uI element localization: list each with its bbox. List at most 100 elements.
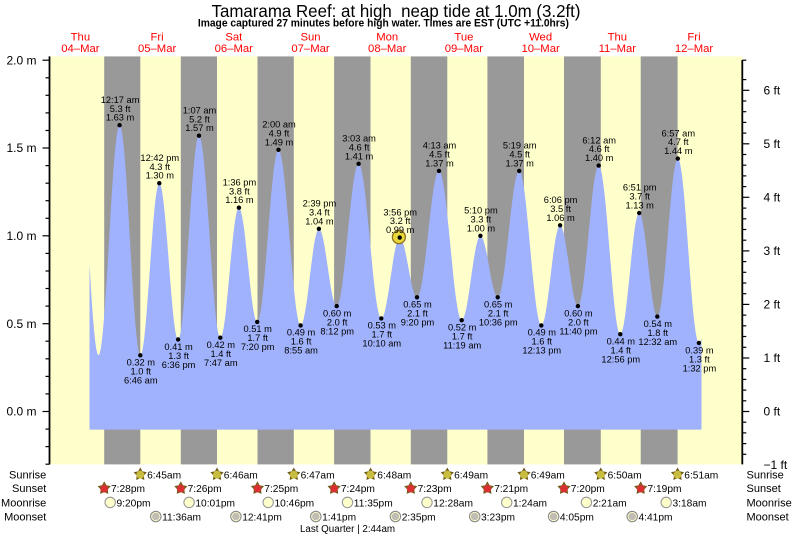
svg-text:1:07 am: 1:07 am [183, 105, 217, 115]
svg-text:0.5 m: 0.5 m [6, 317, 36, 331]
svg-text:1.49 m: 1.49 m [265, 137, 294, 147]
svg-text:0.99 m: 0.99 m [386, 225, 415, 235]
svg-text:Wed: Wed [529, 32, 552, 44]
svg-text:10:10 am: 10:10 am [362, 339, 401, 349]
svg-text:1.41 m: 1.41 m [345, 151, 374, 161]
svg-text:4:13 am: 4:13 am [423, 141, 457, 151]
svg-text:3.2 ft: 3.2 ft [390, 216, 411, 226]
svg-text:7:20pm: 7:20pm [571, 484, 605, 495]
svg-text:0.52 m: 0.52 m [448, 323, 477, 333]
svg-text:Fri: Fri [687, 32, 700, 44]
svg-text:6:51am: 6:51am [684, 470, 718, 481]
svg-text:12:13 pm: 12:13 pm [522, 346, 561, 356]
svg-text:1:32 pm: 1:32 pm [683, 363, 717, 373]
svg-text:4.5 ft: 4.5 ft [429, 150, 450, 160]
svg-text:Moonset: Moonset [4, 511, 46, 523]
svg-text:7:19pm: 7:19pm [648, 484, 682, 495]
svg-text:09–Mar: 09–Mar [445, 43, 484, 55]
svg-text:7:47 am: 7:47 am [204, 358, 238, 368]
svg-text:1.37 m: 1.37 m [505, 158, 534, 168]
svg-text:Moonrise: Moonrise [1, 497, 46, 509]
svg-text:11:35pm: 11:35pm [354, 498, 393, 509]
svg-text:0.49 m: 0.49 m [528, 328, 557, 338]
svg-text:2:35pm: 2:35pm [402, 512, 436, 523]
svg-text:0.41 m: 0.41 m [164, 342, 193, 352]
svg-text:Sunset: Sunset [747, 483, 781, 495]
svg-text:9:20 pm: 9:20 pm [401, 318, 435, 328]
svg-text:11–Mar: 11–Mar [599, 43, 637, 55]
svg-text:1.44 m: 1.44 m [664, 146, 693, 156]
svg-text:1.0 ft: 1.0 ft [130, 367, 151, 377]
svg-text:1.37 m: 1.37 m [425, 158, 454, 168]
svg-text:6:06 pm: 6:06 pm [544, 195, 578, 205]
svg-text:3:23pm: 3:23pm [481, 512, 515, 523]
svg-text:4.3 ft: 4.3 ft [149, 162, 170, 172]
svg-text:1.16 m: 1.16 m [225, 195, 254, 205]
svg-text:7:20 pm: 7:20 pm [241, 342, 275, 352]
svg-text:6:48am: 6:48am [377, 470, 411, 481]
svg-text:04–Mar: 04–Mar [61, 43, 100, 55]
svg-text:1.30 m: 1.30 m [146, 171, 175, 181]
svg-text:2.0 m: 2.0 m [6, 53, 36, 67]
svg-text:4 ft: 4 ft [764, 191, 781, 205]
svg-text:12–Mar: 12–Mar [675, 43, 714, 55]
svg-text:Thu: Thu [608, 32, 627, 44]
svg-text:Sun: Sun [300, 32, 320, 44]
svg-text:−1 ft: −1 ft [764, 458, 788, 472]
svg-text:Fri: Fri [151, 32, 164, 44]
svg-text:7:21pm: 7:21pm [494, 484, 528, 495]
svg-text:1:36 pm: 1:36 pm [223, 177, 257, 187]
svg-text:10:46pm: 10:46pm [275, 498, 315, 509]
svg-text:1 ft: 1 ft [764, 351, 781, 365]
svg-text:12:32 am: 12:32 am [638, 337, 677, 347]
svg-text:08–Mar: 08–Mar [368, 43, 407, 55]
svg-text:4.7 ft: 4.7 ft [668, 137, 689, 147]
svg-text:1.0 m: 1.0 m [6, 229, 36, 243]
svg-text:2.1 ft: 2.1 ft [488, 309, 509, 319]
svg-text:6:45am: 6:45am [147, 470, 181, 481]
svg-text:0.32 m: 0.32 m [127, 358, 156, 368]
svg-text:1.40 m: 1.40 m [585, 153, 614, 163]
svg-text:7:26pm: 7:26pm [188, 484, 222, 495]
svg-text:2.0 ft: 2.0 ft [327, 317, 348, 327]
svg-text:6:47am: 6:47am [301, 470, 335, 481]
svg-text:7:25pm: 7:25pm [264, 484, 298, 495]
svg-text:0.65 m: 0.65 m [484, 300, 513, 310]
svg-text:Sunrise: Sunrise [747, 469, 784, 481]
svg-text:3:56 pm: 3:56 pm [383, 207, 417, 217]
svg-text:1.06 m: 1.06 m [546, 213, 575, 223]
svg-text:4.9 ft: 4.9 ft [269, 128, 290, 138]
svg-text:5:10 pm: 5:10 pm [464, 206, 498, 216]
svg-text:0.54 m: 0.54 m [644, 319, 673, 329]
svg-text:1.7 ft: 1.7 ft [247, 333, 268, 343]
svg-text:6:49am: 6:49am [454, 470, 488, 481]
svg-text:1.13 m: 1.13 m [625, 201, 654, 211]
svg-text:1.6 ft: 1.6 ft [531, 337, 552, 347]
svg-text:3:18am: 3:18am [673, 498, 707, 509]
svg-text:3 ft: 3 ft [764, 244, 781, 258]
svg-text:6:51 pm: 6:51 pm [623, 183, 657, 193]
svg-text:2:39 pm: 2:39 pm [303, 199, 337, 209]
svg-text:07–Mar: 07–Mar [291, 43, 330, 55]
svg-text:Tue: Tue [454, 32, 473, 44]
svg-text:3.3 ft: 3.3 ft [471, 214, 492, 224]
svg-text:5.3 ft: 5.3 ft [110, 104, 131, 114]
svg-text:6:46am: 6:46am [224, 470, 258, 481]
svg-text:3.5 ft: 3.5 ft [550, 204, 571, 214]
svg-text:4:41pm: 4:41pm [639, 512, 673, 523]
svg-text:0.60 m: 0.60 m [564, 308, 593, 318]
svg-text:3:03 am: 3:03 am [342, 134, 376, 144]
svg-text:6:49am: 6:49am [531, 470, 565, 481]
svg-text:11:19 am: 11:19 am [443, 341, 481, 351]
svg-text:Moonset: Moonset [747, 511, 789, 523]
svg-text:4.6 ft: 4.6 ft [589, 144, 610, 154]
svg-text:5 ft: 5 ft [764, 137, 781, 151]
svg-text:05–Mar: 05–Mar [138, 43, 177, 55]
svg-text:7:28pm: 7:28pm [111, 484, 145, 495]
svg-text:8:12 pm: 8:12 pm [320, 326, 354, 336]
svg-text:5.2 ft: 5.2 ft [189, 114, 210, 124]
svg-text:1.4 ft: 1.4 ft [610, 346, 631, 356]
svg-text:6:50am: 6:50am [608, 470, 642, 481]
svg-text:10:01pm: 10:01pm [195, 498, 235, 509]
svg-text:1.8 ft: 1.8 ft [647, 328, 668, 338]
